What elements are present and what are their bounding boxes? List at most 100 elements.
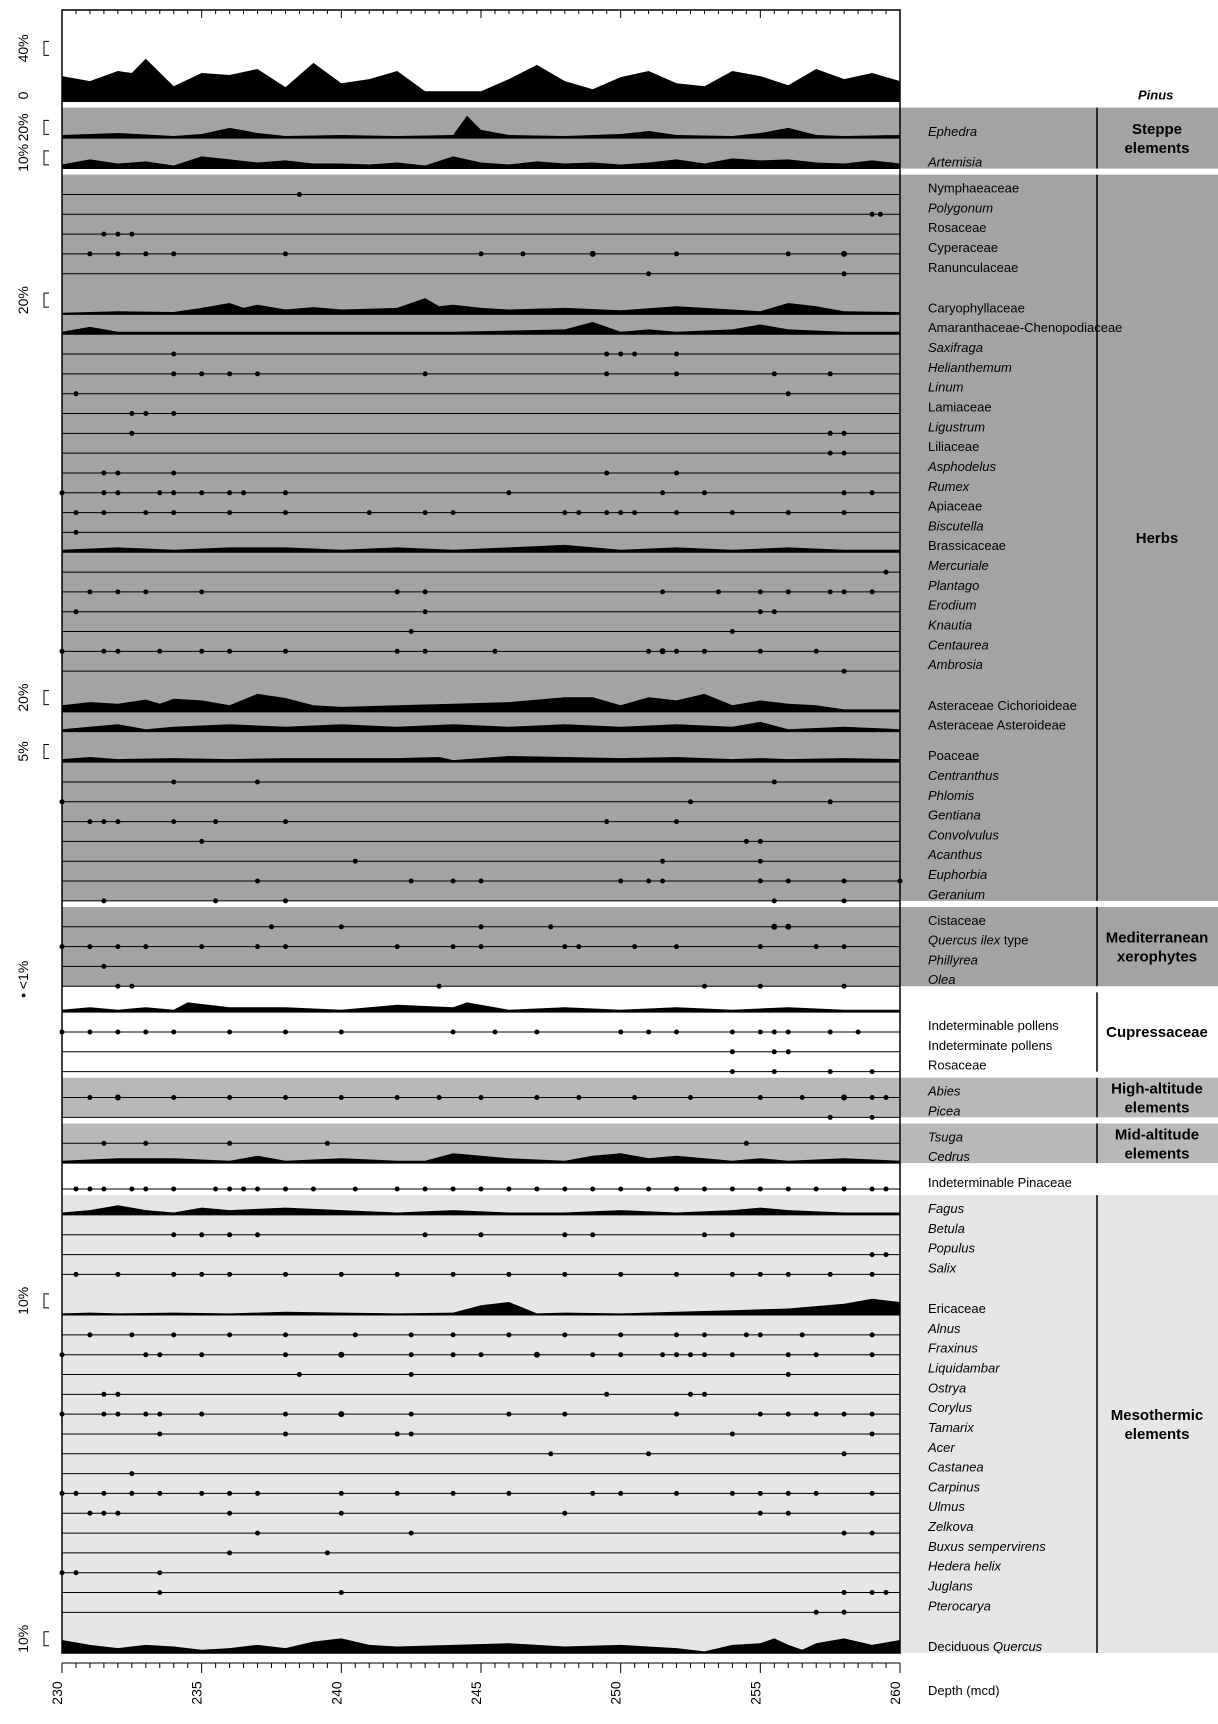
dot-carpinus-8-13-7 — [255, 1490, 260, 1496]
dot-asphodelus-2-13-0 — [101, 470, 107, 476]
area-ericaceae-8-4 — [62, 1298, 900, 1315]
label-artemisia-1-1: Artemisia — [927, 155, 982, 170]
dot-olea-3-3-1 — [129, 983, 135, 989]
dot-alnus-8-5-11 — [674, 1332, 679, 1338]
dot-plantago-2-19-2 — [143, 589, 149, 595]
dot-corylus-8-9-12 — [757, 1411, 763, 1417]
dot-rumex-2-14-4 — [171, 490, 177, 496]
dot-tamarix-8-10-0 — [157, 1431, 163, 1437]
dot-helianthemum-2-8-5 — [604, 371, 610, 377]
label-convolvulus-2-30: Convolvulus — [928, 827, 999, 842]
dot-indeterminable-pollens-4-1-17 — [785, 1029, 791, 1035]
dot-apiaceae-2-15-5 — [283, 510, 288, 516]
label-abies-5-0: Abies — [927, 1084, 961, 1099]
group-label-mediterranean-xerophytes: Mediterranean xerophytes — [1106, 930, 1209, 966]
dot-fraxinus-8-6-15 — [702, 1352, 707, 1358]
dot-betula-8-1-7 — [590, 1232, 596, 1238]
dot-carpinus-8-13-12 — [590, 1490, 596, 1496]
depth-tick-label-260: 260 — [887, 1681, 903, 1705]
dot-indeterminable-pollens-4-1-13 — [674, 1029, 679, 1035]
label-liquidambar-8-7: Liquidambar — [928, 1361, 1000, 1376]
dot-abies-5-0-11 — [632, 1095, 638, 1100]
dot-ligustrum-2-11-0 — [129, 430, 135, 436]
dot-salix-8-3-7 — [394, 1271, 400, 1277]
label-linum-2-9: Linum — [928, 380, 964, 395]
dot-abies-5-0-3 — [227, 1095, 233, 1100]
dot-corylus-8-9-9 — [506, 1411, 512, 1417]
dot-fraxinus-8-6-19 — [869, 1352, 875, 1358]
dot-alnus-8-5-2 — [171, 1332, 177, 1338]
dot-corylus-8-9-1 — [101, 1411, 107, 1417]
dot-asphodelus-2-13-4 — [674, 470, 679, 476]
label-nymphaeaceae-2-0: Nymphaeaceae — [928, 180, 1019, 195]
dot-convolvulus-2-30-1 — [743, 838, 749, 844]
dot-salix-8-3-9 — [506, 1271, 512, 1277]
dot-betula-8-1-6 — [562, 1232, 568, 1238]
dot-euphorbia-2-32-3 — [478, 878, 484, 884]
dot-carpinus-8-13-8 — [338, 1490, 344, 1496]
dot-salix-8-3-16 — [827, 1271, 833, 1277]
area-brassicaceae-2-17 — [62, 544, 900, 553]
dot-cyperaceae-2-3-2 — [143, 251, 149, 257]
dot-centaurea-2-22-5 — [227, 648, 233, 654]
dot-quercus-ilex-type-3-1-2 — [115, 944, 121, 950]
dot-abies-5-0-7 — [436, 1095, 442, 1100]
scale-label-asteraceae-cichorioideae-5: 20% — [15, 684, 31, 712]
dot-gentiana-2-29-7 — [674, 819, 679, 825]
label-olea-3-3: Olea — [928, 972, 955, 987]
dot-hedera-helix-8-17-2 — [157, 1570, 163, 1576]
dot-carpinus-8-13-10 — [450, 1490, 456, 1496]
group-label-high-altitude-elements: High-altitude elements — [1111, 1081, 1203, 1117]
label-cedrus-6-1: Cedrus — [928, 1149, 970, 1164]
dot-corylus-8-9-13 — [785, 1411, 791, 1417]
dot-salix-8-3-0 — [73, 1271, 79, 1277]
dot-rumex-2-14-5 — [199, 490, 205, 496]
label-populus-8-2: Populus — [928, 1241, 975, 1256]
dot-cyperaceae-2-3-5 — [478, 251, 484, 257]
dot-abies-5-0-12 — [688, 1095, 693, 1100]
area-asteraceae-cichorioideae-2-24 — [62, 693, 900, 712]
dot-rosaceae-4-3-0 — [729, 1069, 735, 1075]
area-amaranthaceae-chenopodiaceae-2-6 — [62, 322, 900, 335]
dot-cyperaceae-2-3-0 — [87, 251, 93, 257]
dot-fraxinus-8-6-10 — [590, 1352, 596, 1358]
dot-convolvulus-2-30-2 — [757, 838, 763, 844]
dot-asphodelus-2-13-3 — [604, 470, 610, 476]
depth-tick-label-235: 235 — [189, 1681, 205, 1705]
dot-plantago-2-19-10 — [827, 589, 833, 595]
dot-liquidambar-8-7-0 — [296, 1372, 302, 1377]
label-knautia-2-21: Knautia — [928, 618, 972, 633]
label-quercus-ilex-type-3-1: Quercus ilex type — [928, 933, 1028, 948]
dot-betula-8-1-9 — [729, 1232, 735, 1238]
dot-indeterminable-pinaceae-7-0-1 — [87, 1186, 93, 1192]
dot-quercus-ilex-type-3-1-3 — [143, 944, 149, 950]
depth-tick-label-230: 230 — [49, 1681, 65, 1705]
dot-indeterminate-pollens-4-2-1 — [771, 1049, 777, 1055]
dot-acer-8-11-0 — [548, 1451, 554, 1457]
label-erodium-2-20: Erodium — [928, 598, 977, 613]
dot-indeterminable-pollens-4-1-16 — [771, 1029, 777, 1035]
dot-ulmus-8-14-1 — [101, 1510, 107, 1516]
dot-saxifraga-2-7-3 — [632, 351, 638, 357]
dot-ulmus-8-14-7 — [785, 1510, 791, 1516]
dot-indeterminable-pinaceae-7-0-23 — [674, 1186, 679, 1192]
scale-label-pinus-0: 40% — [15, 34, 31, 62]
dot-carpinus-8-13-17 — [785, 1490, 791, 1496]
dot-gentiana-2-29-5 — [283, 819, 288, 825]
dot-carpinus-8-13-5 — [199, 1490, 205, 1496]
dot-saxifraga-2-7-2 — [618, 351, 624, 357]
dot-juglans-8-18-1 — [338, 1590, 344, 1595]
dot-rumex-2-14-12 — [841, 490, 847, 496]
dot-carpinus-8-13-9 — [394, 1490, 400, 1496]
scale-label-ephedra-2: 20% — [15, 113, 31, 141]
dot-rosaceae-4-3-1 — [771, 1069, 777, 1075]
dot-alnus-8-5-3 — [227, 1332, 233, 1338]
dot-abies-5-0-6 — [394, 1095, 400, 1100]
dot-gentiana-2-29-6 — [604, 819, 610, 825]
dot-indeterminable-pinaceae-7-0-18 — [534, 1186, 540, 1192]
scale-labels: 40% 0 20% 10% 20% 20% 5% • <1% 10% 10% — [15, 34, 49, 1653]
scale-label-poaceae-6: 5% — [15, 741, 31, 761]
label-betula-8-1: Betula — [928, 1221, 965, 1236]
dot-carpinus-8-13-14 — [674, 1490, 679, 1496]
dot-cistaceae-3-0-0 — [269, 924, 274, 930]
